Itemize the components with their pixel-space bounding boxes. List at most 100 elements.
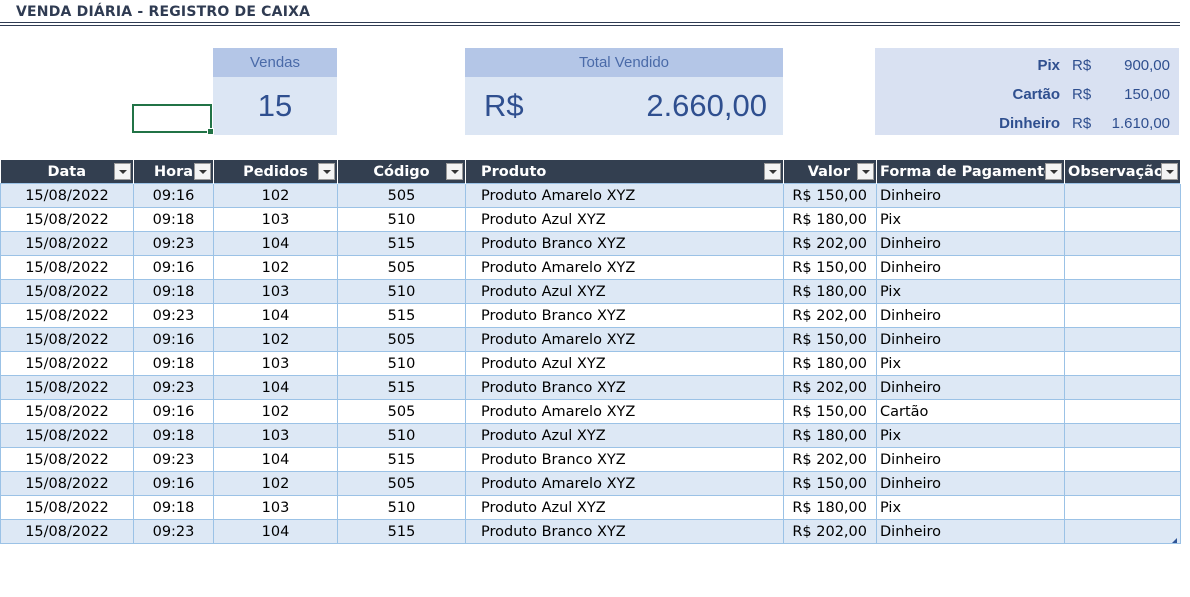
cell-pedidos[interactable]: 104 — [213, 447, 338, 472]
table-resize-handle-icon[interactable] — [1172, 538, 1177, 543]
cell-hora[interactable]: 09:23 — [133, 303, 214, 328]
cell-valor[interactable]: R$ 150,00 — [783, 471, 877, 496]
filter-dropdown-icon[interactable] — [1045, 163, 1062, 180]
cell-data[interactable]: 15/08/2022 — [0, 375, 134, 400]
cell-produto[interactable]: Produto Amarelo XYZ — [465, 471, 784, 496]
cell-data[interactable]: 15/08/2022 — [0, 351, 134, 376]
cell-produto[interactable]: Produto Azul XYZ — [465, 495, 784, 520]
cell-observacao[interactable] — [1064, 303, 1181, 328]
cell-pedidos[interactable]: 104 — [213, 231, 338, 256]
column-header-forma-pagamento[interactable]: Forma de Pagamento — [876, 160, 1065, 184]
cell-observacao[interactable] — [1064, 183, 1181, 208]
cell-data[interactable]: 15/08/2022 — [0, 279, 134, 304]
cell-valor[interactable]: R$ 202,00 — [783, 303, 877, 328]
cell-codigo[interactable]: 515 — [337, 231, 466, 256]
cell-valor[interactable]: R$ 202,00 — [783, 447, 877, 472]
cell-forma-pagamento[interactable]: Pix — [876, 279, 1065, 304]
cell-data[interactable]: 15/08/2022 — [0, 447, 134, 472]
cell-pedidos[interactable]: 103 — [213, 423, 338, 448]
total-card[interactable]: R$ 2.660,00 — [465, 77, 783, 135]
column-header-observacao[interactable]: Observação — [1064, 160, 1181, 184]
cell-forma-pagamento[interactable]: Pix — [876, 207, 1065, 232]
cell-produto[interactable]: Produto Amarelo XYZ — [465, 255, 784, 280]
cell-data[interactable]: 15/08/2022 — [0, 519, 134, 544]
cell-valor[interactable]: R$ 180,00 — [783, 423, 877, 448]
cell-codigo[interactable]: 505 — [337, 399, 466, 424]
cell-forma-pagamento[interactable]: Dinheiro — [876, 183, 1065, 208]
cell-valor[interactable]: R$ 180,00 — [783, 207, 877, 232]
cell-observacao[interactable] — [1064, 207, 1181, 232]
cell-observacao[interactable] — [1064, 279, 1181, 304]
filter-dropdown-icon[interactable] — [446, 163, 463, 180]
cell-hora[interactable]: 09:16 — [133, 255, 214, 280]
filter-dropdown-icon[interactable] — [318, 163, 335, 180]
cell-valor[interactable]: R$ 150,00 — [783, 399, 877, 424]
filter-dropdown-icon[interactable] — [1161, 163, 1178, 180]
cell-codigo[interactable]: 515 — [337, 375, 466, 400]
cell-pedidos[interactable]: 102 — [213, 399, 338, 424]
column-header-valor[interactable]: Valor — [783, 160, 877, 184]
cell-valor[interactable]: R$ 150,00 — [783, 255, 877, 280]
cell-hora[interactable]: 09:16 — [133, 327, 214, 352]
cell-pedidos[interactable]: 104 — [213, 375, 338, 400]
filter-dropdown-icon[interactable] — [194, 163, 211, 180]
cell-codigo[interactable]: 510 — [337, 279, 466, 304]
filter-dropdown-icon[interactable] — [764, 163, 781, 180]
cell-codigo[interactable]: 505 — [337, 327, 466, 352]
cell-data[interactable]: 15/08/2022 — [0, 495, 134, 520]
cell-forma-pagamento[interactable]: Dinheiro — [876, 471, 1065, 496]
cell-hora[interactable]: 09:18 — [133, 423, 214, 448]
cell-forma-pagamento[interactable]: Cartão — [876, 399, 1065, 424]
cell-data[interactable]: 15/08/2022 — [0, 471, 134, 496]
cell-codigo[interactable]: 515 — [337, 303, 466, 328]
cell-data[interactable]: 15/08/2022 — [0, 327, 134, 352]
cell-forma-pagamento[interactable]: Dinheiro — [876, 231, 1065, 256]
cell-data[interactable]: 15/08/2022 — [0, 423, 134, 448]
cell-hora[interactable]: 09:18 — [133, 495, 214, 520]
cell-codigo[interactable]: 505 — [337, 183, 466, 208]
cell-data[interactable]: 15/08/2022 — [0, 231, 134, 256]
cell-produto[interactable]: Produto Branco XYZ — [465, 519, 784, 544]
filter-dropdown-icon[interactable] — [114, 163, 131, 180]
cell-codigo[interactable]: 510 — [337, 351, 466, 376]
cell-produto[interactable]: Produto Branco XYZ — [465, 231, 784, 256]
cell-observacao[interactable] — [1064, 447, 1181, 472]
cell-codigo[interactable]: 515 — [337, 447, 466, 472]
cell-valor[interactable]: R$ 150,00 — [783, 183, 877, 208]
cell-forma-pagamento[interactable]: Pix — [876, 423, 1065, 448]
cell-pedidos[interactable]: 102 — [213, 255, 338, 280]
cell-pedidos[interactable]: 104 — [213, 303, 338, 328]
cell-produto[interactable]: Produto Azul XYZ — [465, 207, 784, 232]
cell-pedidos[interactable]: 103 — [213, 351, 338, 376]
cell-valor[interactable]: R$ 202,00 — [783, 519, 877, 544]
cell-produto[interactable]: Produto Amarelo XYZ — [465, 399, 784, 424]
cell-observacao[interactable] — [1064, 519, 1181, 544]
cell-forma-pagamento[interactable]: Dinheiro — [876, 303, 1065, 328]
cell-produto[interactable]: Produto Branco XYZ — [465, 303, 784, 328]
cell-valor[interactable]: R$ 180,00 — [783, 495, 877, 520]
column-header-produto[interactable]: Produto — [465, 160, 784, 184]
cell-valor[interactable]: R$ 180,00 — [783, 279, 877, 304]
cell-pedidos[interactable]: 103 — [213, 207, 338, 232]
cell-forma-pagamento[interactable]: Dinheiro — [876, 327, 1065, 352]
cell-hora[interactable]: 09:23 — [133, 519, 214, 544]
cell-observacao[interactable] — [1064, 495, 1181, 520]
cell-valor[interactable]: R$ 150,00 — [783, 327, 877, 352]
cell-data[interactable]: 15/08/2022 — [0, 303, 134, 328]
cell-hora[interactable]: 09:23 — [133, 375, 214, 400]
cell-data[interactable]: 15/08/2022 — [0, 207, 134, 232]
cell-codigo[interactable]: 515 — [337, 519, 466, 544]
cell-produto[interactable]: Produto Branco XYZ — [465, 447, 784, 472]
cell-observacao[interactable] — [1064, 471, 1181, 496]
cell-hora[interactable]: 09:18 — [133, 207, 214, 232]
cell-data[interactable]: 15/08/2022 — [0, 399, 134, 424]
cell-hora[interactable]: 09:16 — [133, 471, 214, 496]
cell-forma-pagamento[interactable]: Dinheiro — [876, 519, 1065, 544]
cell-produto[interactable]: Produto Azul XYZ — [465, 423, 784, 448]
column-header-data[interactable]: Data — [0, 160, 134, 184]
cell-codigo[interactable]: 505 — [337, 255, 466, 280]
cell-produto[interactable]: Produto Azul XYZ — [465, 351, 784, 376]
cell-hora[interactable]: 09:16 — [133, 399, 214, 424]
cell-codigo[interactable]: 510 — [337, 495, 466, 520]
active-cell-selection[interactable] — [132, 104, 214, 135]
